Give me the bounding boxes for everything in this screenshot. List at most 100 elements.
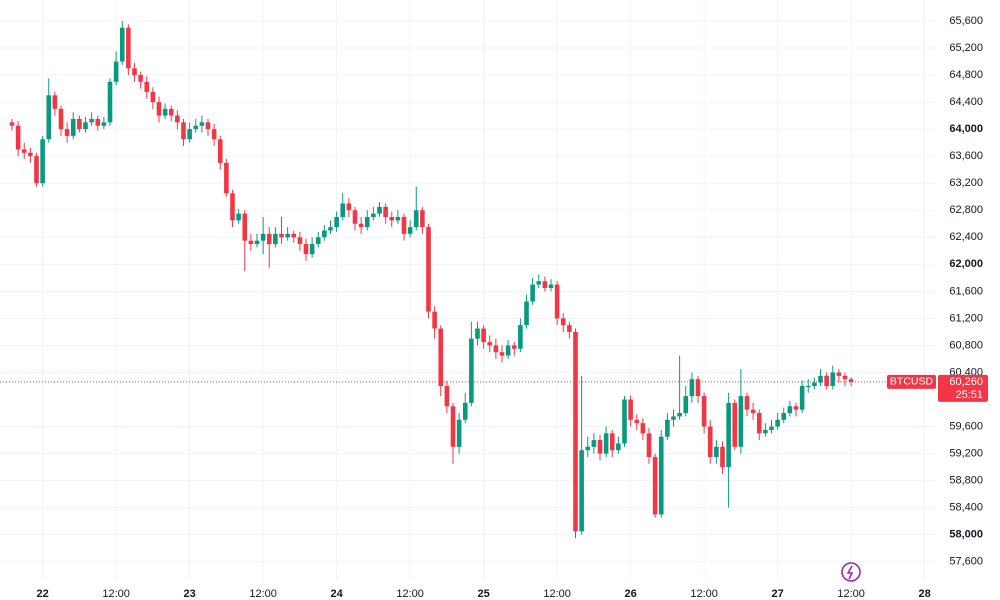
candle-body (824, 375, 829, 386)
candle-body (695, 379, 701, 397)
candle-body (542, 281, 548, 288)
candle-body (383, 206, 388, 217)
candle-body (9, 122, 15, 126)
candle-body (805, 385, 811, 387)
candle-body (15, 125, 21, 150)
candle-body (609, 433, 615, 451)
y-tick-label: 62,400 (949, 231, 983, 243)
candle-body (77, 118, 82, 130)
candle-body (438, 328, 444, 386)
candle-body (334, 216, 339, 228)
candle-body (756, 413, 762, 434)
candle-body (707, 426, 713, 457)
candle-body (40, 139, 45, 184)
candle-body (205, 122, 211, 130)
candle-body (285, 233, 290, 238)
candle-body (665, 419, 670, 437)
candle-body (830, 372, 836, 386)
candle-body (567, 325, 572, 332)
candle-body (450, 406, 456, 447)
candle-body (432, 311, 437, 329)
candle-body (444, 385, 450, 407)
candle-body (340, 203, 346, 217)
candle-body (199, 122, 205, 126)
candle-body (616, 443, 621, 451)
candle-body (64, 129, 70, 136)
candle-body (401, 216, 407, 234)
y-tick-label: 58,400 (949, 502, 983, 514)
candle-body (475, 328, 480, 339)
candle-body (505, 345, 511, 356)
candle-body (493, 345, 499, 353)
candle-body (726, 402, 731, 468)
x-tick-label: 23 (184, 588, 196, 600)
candle-body (554, 284, 560, 319)
candle-body (254, 240, 260, 245)
candle-body (732, 402, 738, 447)
candle-body (603, 433, 609, 454)
x-tick-label: 12:00 (543, 588, 571, 600)
y-tick-label: 61,600 (949, 285, 983, 297)
candle-body (181, 122, 186, 140)
x-tick-label: 27 (772, 588, 784, 600)
y-tick-label: 63,600 (949, 150, 983, 162)
candle-body (487, 342, 493, 346)
candle-body (413, 210, 419, 228)
candle-body (236, 213, 241, 221)
candle-body (714, 446, 719, 457)
candle-body (640, 423, 646, 434)
candle-body (812, 382, 817, 386)
candle-body (677, 413, 682, 417)
candle-body (21, 149, 27, 153)
candle-body (536, 281, 542, 285)
candle-body (242, 213, 248, 241)
candle-body (769, 426, 774, 430)
y-tick-label: 64,400 (949, 96, 983, 108)
countdown-label: 25:51 (955, 389, 983, 401)
candle-body (395, 216, 401, 221)
candle-layer (9, 20, 854, 539)
candle-body (371, 213, 376, 217)
candle-body (683, 396, 689, 414)
y-tick-label: 58,000 (949, 529, 983, 541)
candle-body (28, 152, 33, 157)
candle-body (34, 156, 39, 184)
candle-body (70, 118, 76, 136)
y-tick-label: 63,200 (949, 177, 983, 189)
candle-body (309, 244, 315, 255)
candle-body (144, 81, 150, 92)
x-tick-label: 24 (331, 588, 344, 600)
candle-body (193, 125, 199, 130)
candle-body (352, 210, 358, 224)
y-tick-label: 57,600 (949, 556, 983, 568)
candle-body (389, 216, 395, 221)
candle-body (597, 440, 603, 454)
candle-body (469, 338, 474, 403)
candle-body (481, 328, 486, 343)
y-tick-label: 65,600 (949, 15, 983, 27)
candle-body (652, 456, 658, 515)
candle-body (132, 68, 137, 76)
symbol-tag (887, 374, 936, 389)
x-tick-label: 12:00 (249, 588, 277, 600)
candle-body (622, 399, 627, 444)
y-tick-label: 59,200 (949, 447, 983, 459)
candle-body (248, 240, 254, 245)
candle-body (266, 233, 272, 245)
x-tick-label: 22 (37, 588, 49, 600)
candle-body (462, 402, 468, 420)
assistant-icon[interactable] (841, 562, 861, 582)
candle-body (499, 352, 505, 356)
y-tick-label: 61,200 (949, 312, 983, 324)
y-tick-label: 64,000 (949, 123, 983, 135)
x-tick-label: 12:00 (837, 588, 865, 600)
candle-body (119, 27, 125, 62)
candle-body (511, 345, 517, 349)
candle-body (126, 27, 131, 69)
candle-body (787, 406, 793, 414)
candle-body (107, 81, 113, 123)
candle-body (781, 413, 787, 420)
candle-body (279, 233, 284, 238)
icon-bolt (846, 565, 854, 580)
